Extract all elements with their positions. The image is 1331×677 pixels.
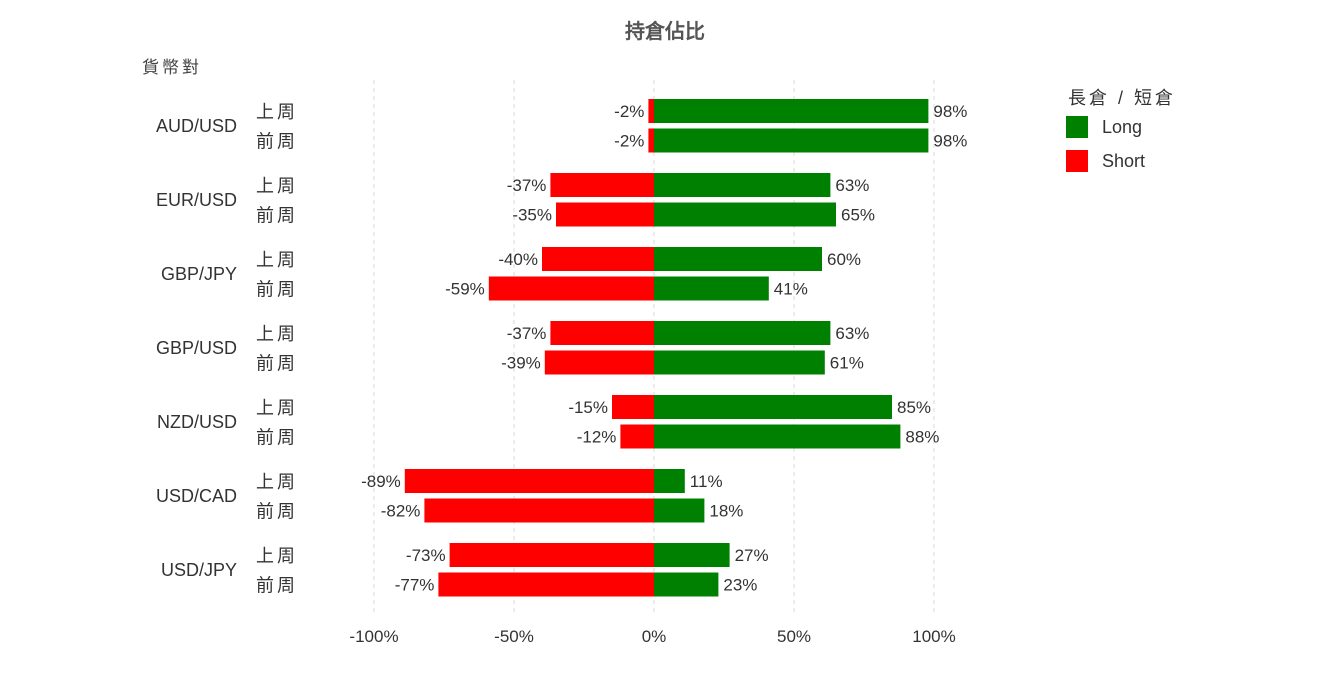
short-bar — [449, 543, 654, 567]
long-bar — [654, 469, 685, 493]
period-label: 前周 — [256, 576, 298, 596]
pair-label: NZD/USD — [157, 412, 237, 432]
long-bar — [654, 572, 719, 597]
short-value-label: -35% — [512, 206, 552, 225]
long-value-label: 18% — [709, 502, 743, 521]
labels-layer: AUD/USD 上周 -2% 98% 前周 -2% 98% EUR/USD 上周 -37% 63% 前… — [156, 102, 967, 596]
pair-label: USD/CAD — [156, 486, 237, 506]
long-bar — [654, 247, 822, 271]
period-label: 上周 — [256, 102, 298, 122]
short-bar — [550, 321, 654, 345]
long-bar — [654, 99, 929, 123]
pair-label: AUD/USD — [156, 116, 237, 136]
long-value-label: 23% — [723, 576, 757, 595]
short-bar — [556, 202, 654, 227]
short-value-label: -89% — [361, 472, 401, 491]
short-bar — [488, 276, 654, 301]
legend: 長倉 / 短倉 Long Short — [1066, 88, 1176, 172]
short-bar — [424, 498, 654, 523]
legend-label-short: Short — [1102, 151, 1145, 171]
period-label: 前周 — [256, 502, 298, 522]
long-value-label: 65% — [841, 206, 875, 225]
x-tick-label: 50% — [777, 627, 811, 646]
long-value-label: 98% — [933, 102, 967, 121]
period-label: 上周 — [256, 546, 298, 566]
period-label: 前周 — [256, 280, 298, 300]
long-value-label: 98% — [933, 132, 967, 151]
period-label: 前周 — [256, 206, 298, 226]
long-value-label: 85% — [897, 398, 931, 417]
short-bar — [648, 99, 654, 123]
short-bar — [438, 572, 654, 597]
x-axis-ticks: -100% -50% 0% 50% 100% — [349, 627, 955, 646]
long-bar — [654, 424, 901, 449]
long-value-label: 27% — [735, 546, 769, 565]
long-bar — [654, 276, 769, 301]
long-bar — [654, 128, 929, 153]
period-label: 前周 — [256, 132, 298, 152]
period-label: 前周 — [256, 428, 298, 448]
x-tick-label: -100% — [349, 627, 398, 646]
short-bar — [612, 395, 654, 419]
short-value-label: -15% — [568, 398, 608, 417]
short-value-label: -37% — [507, 176, 547, 195]
long-bar — [654, 543, 730, 567]
long-bar — [654, 202, 836, 227]
short-value-label: -39% — [501, 354, 541, 373]
long-value-label: 60% — [827, 250, 861, 269]
y-axis-label: 貨幣對 — [142, 58, 202, 77]
legend-label-long: Long — [1102, 117, 1142, 137]
short-value-label: -2% — [614, 102, 644, 121]
short-value-label: -2% — [614, 132, 644, 151]
x-tick-label: 100% — [912, 627, 955, 646]
long-bar — [654, 350, 825, 375]
chart-title: 持倉佔比 — [625, 19, 705, 43]
long-value-label: 88% — [905, 428, 939, 447]
short-bar — [550, 173, 654, 197]
x-tick-label: -50% — [494, 627, 534, 646]
short-value-label: -12% — [577, 428, 617, 447]
period-label: 上周 — [256, 176, 298, 196]
long-value-label: 41% — [774, 280, 808, 299]
short-bar — [648, 128, 654, 153]
grid-layer — [373, 80, 935, 612]
short-value-label: -82% — [381, 502, 421, 521]
long-bar — [654, 498, 705, 523]
short-bar — [404, 469, 654, 493]
long-value-label: 61% — [830, 354, 864, 373]
pair-label: GBP/JPY — [161, 264, 237, 284]
long-bar — [654, 395, 892, 419]
period-label: 前周 — [256, 354, 298, 374]
period-label: 上周 — [256, 250, 298, 270]
legend-swatch-long — [1066, 116, 1088, 138]
pair-label: EUR/USD — [156, 190, 237, 210]
pair-label: GBP/USD — [156, 338, 237, 358]
short-value-label: -40% — [498, 250, 538, 269]
long-bar — [654, 321, 831, 345]
long-value-label: 63% — [835, 324, 869, 343]
legend-entries: Long Short — [1066, 116, 1145, 172]
bars-layer — [404, 99, 929, 597]
short-value-label: -77% — [395, 576, 435, 595]
long-value-label: 63% — [835, 176, 869, 195]
short-value-label: -73% — [406, 546, 446, 565]
period-label: 上周 — [256, 398, 298, 418]
pair-label: USD/JPY — [161, 560, 237, 580]
long-bar — [654, 173, 831, 197]
short-value-label: -37% — [507, 324, 547, 343]
x-tick-label: 0% — [642, 627, 667, 646]
short-bar — [542, 247, 654, 271]
period-label: 上周 — [256, 324, 298, 344]
short-bar — [544, 350, 654, 375]
short-value-label: -59% — [445, 280, 485, 299]
short-bar — [620, 424, 654, 449]
legend-swatch-short — [1066, 150, 1088, 172]
period-label: 上周 — [256, 472, 298, 492]
legend-title: 長倉 / 短倉 — [1068, 88, 1176, 108]
long-value-label: 11% — [690, 472, 723, 491]
